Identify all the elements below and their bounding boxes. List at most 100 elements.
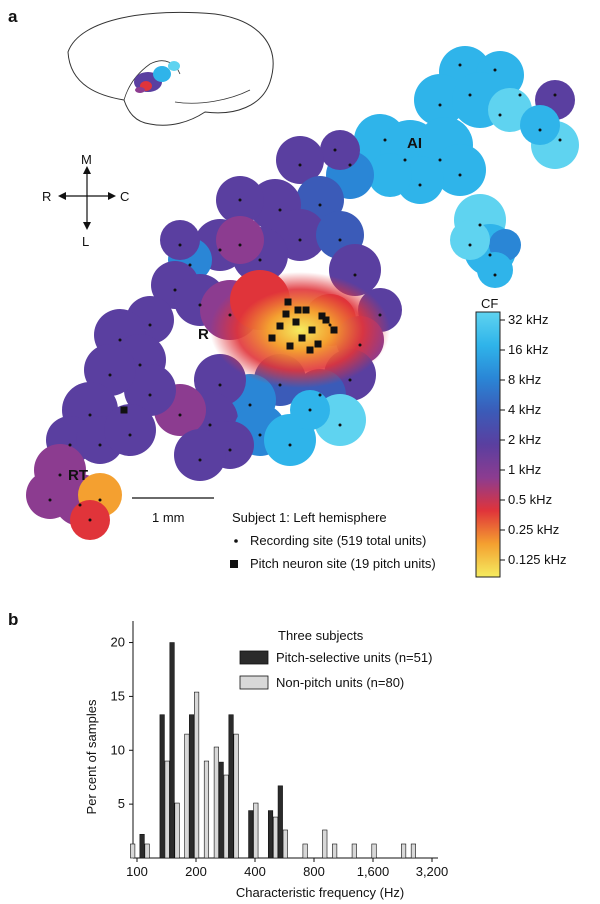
nonpitch-bar [233, 733, 239, 859]
recording-site [278, 208, 282, 212]
recording-site [78, 503, 82, 507]
recording-site [258, 258, 262, 262]
recording-site [98, 498, 102, 502]
recording-site [108, 373, 112, 377]
map-legend-pitch-site: Pitch neuron site (19 pitch units) [250, 556, 436, 571]
cf-patch [414, 74, 466, 126]
pitch-site-marker [230, 560, 238, 568]
recording-site [178, 243, 182, 247]
x-tick-label: 400 [244, 864, 266, 879]
recording-site [68, 443, 72, 447]
x-tick-label: 1,600 [357, 864, 390, 879]
pitch-site [318, 312, 326, 320]
nonpitch-bar [272, 816, 279, 859]
pitch-bar [159, 714, 165, 859]
panel-a: a M L R C [8, 7, 579, 578]
cf-patch [276, 136, 324, 184]
recording-site [58, 473, 62, 477]
recording-site [178, 413, 182, 417]
pitch-site [282, 310, 290, 318]
pitch-bar [169, 642, 175, 859]
nonpitch-bar [371, 843, 377, 859]
nonpitch-bar [174, 802, 180, 859]
orientation-rostral: R [42, 189, 51, 204]
chart-legend-title: Three subjects [278, 628, 364, 643]
nonpitch-bar [282, 829, 288, 859]
pitch-site [292, 318, 300, 326]
scale-bar-label: 1 mm [152, 510, 185, 525]
recording-site [138, 363, 142, 367]
nonpitch-bar [223, 774, 229, 859]
orientation-medial: M [81, 152, 92, 167]
recording-site [438, 158, 442, 162]
colorbar-tick-label: 0.5 kHz [508, 492, 552, 507]
recording-site [468, 93, 472, 97]
nonpitch-bar [322, 829, 328, 859]
nonpitch-bar [144, 843, 150, 859]
recording-site [48, 498, 52, 502]
pitch-bar [277, 785, 283, 859]
colorbar-tick-label: 0.125 kHz [508, 552, 567, 567]
recording-site [353, 273, 357, 277]
recording-site [538, 128, 542, 132]
nonpitch-bar [203, 760, 210, 859]
nonpitch-bar [184, 733, 190, 859]
recording-site [318, 393, 322, 397]
cf-patch [520, 105, 560, 145]
pitch-site [314, 340, 322, 348]
x-tick-label: 3,200 [416, 864, 449, 879]
orientation-caudal: C [120, 189, 129, 204]
recording-sites [48, 63, 562, 522]
recording-site [298, 163, 302, 167]
legend-label-nonpitch: Non-pitch units (n=80) [276, 675, 404, 690]
nonpitch-bar [410, 843, 416, 859]
nonpitch-bar [351, 843, 357, 859]
pitch-bar [228, 714, 234, 859]
orientation-compass [58, 166, 116, 230]
recording-site [468, 243, 472, 247]
recording-site [498, 113, 502, 117]
area-label-rt: RT [68, 467, 88, 484]
nonpitch-bar [253, 802, 259, 859]
recording-site [88, 413, 92, 417]
pitch-bar [189, 714, 195, 859]
pitch-site [294, 306, 302, 314]
x-tick-label: 200 [185, 864, 207, 879]
recording-site [403, 158, 407, 162]
cf-patch [320, 130, 360, 170]
pitch-bar [267, 810, 274, 859]
recording-site [378, 313, 382, 317]
recording-site [458, 173, 462, 177]
colorbar-tick-label: 0.25 kHz [508, 522, 559, 537]
pitch-site [322, 316, 330, 324]
brain-recording-area [134, 61, 180, 93]
colorbar-tick-label: 2 kHz [508, 432, 541, 447]
y-tick-label: 10 [111, 742, 125, 757]
recording-site-marker [234, 539, 238, 543]
pitch-site [306, 346, 314, 354]
nonpitch-bar [401, 843, 407, 859]
recording-site [348, 378, 352, 382]
pitch-site [276, 322, 284, 330]
pitch-site [120, 406, 128, 414]
colorbar-tick-label: 16 kHz [508, 342, 548, 357]
recording-site [288, 443, 292, 447]
panel-b: b Three subjects Pitch-selective units (… [8, 610, 448, 900]
pitch-bar [248, 810, 254, 859]
recording-site [358, 343, 362, 347]
recording-site [248, 403, 252, 407]
recording-site [338, 423, 342, 427]
recording-site [128, 433, 132, 437]
recording-site [308, 408, 312, 412]
recording-site [348, 163, 352, 167]
recording-site [228, 313, 232, 317]
pitch-site [330, 326, 338, 334]
cf-patch [160, 220, 200, 260]
pitch-site [308, 326, 316, 334]
area-label-ai: AI [407, 135, 422, 152]
y-tick-label: 5 [118, 796, 125, 811]
recording-site [318, 203, 322, 207]
pitch-site [286, 342, 294, 350]
cf-patch [104, 404, 156, 456]
recording-site [478, 223, 482, 227]
